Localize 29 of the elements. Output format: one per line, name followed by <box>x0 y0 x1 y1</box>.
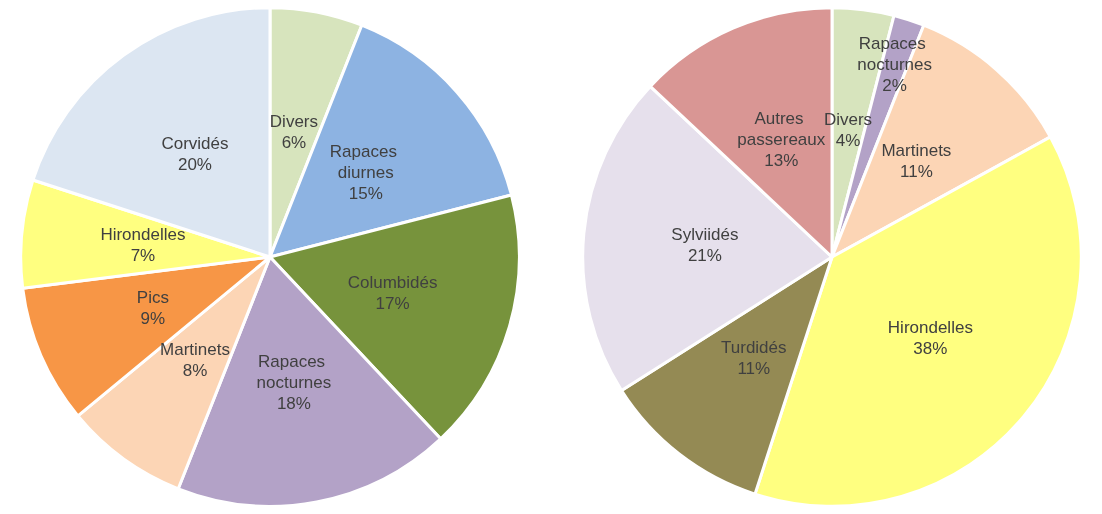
slice-label: Pics <box>136 287 169 307</box>
data-label: 18% <box>276 393 311 413</box>
slice-label: Divers <box>269 111 318 131</box>
slice-label: Martinets <box>881 141 952 161</box>
data-label: 38% <box>913 339 948 359</box>
data-label: 11% <box>737 358 771 378</box>
slice-label: Rapaces nocturnes <box>256 351 332 392</box>
data-label: 7% <box>130 245 156 265</box>
slice-label: Rapaces diurnes <box>329 142 402 183</box>
slice-label: Columbidés <box>347 272 438 292</box>
slice-label: Divers <box>823 110 873 130</box>
slice-label: Autres passereaux <box>737 109 826 150</box>
slice-label: Hirondelles <box>100 224 186 244</box>
data-label: 4% <box>835 131 861 151</box>
data-label: 8% <box>182 361 208 381</box>
data-label: 17% <box>375 293 410 313</box>
data-label: 21% <box>687 245 722 265</box>
slice-label: Sylviidés <box>671 224 739 244</box>
data-label: 13% <box>764 151 799 171</box>
data-label: 15% <box>348 184 383 204</box>
slice-label: Turdidés <box>721 337 787 357</box>
slice-label: Rapaces nocturnes <box>857 33 932 74</box>
slice-label: Martinets <box>160 340 230 360</box>
slice-label: Corvidés <box>161 133 229 153</box>
data-label: 6% <box>281 132 307 152</box>
data-label: 11% <box>900 162 933 182</box>
data-label: 20% <box>177 154 212 174</box>
data-label: 9% <box>140 308 166 328</box>
slice-label: Hirondelles <box>887 318 973 338</box>
